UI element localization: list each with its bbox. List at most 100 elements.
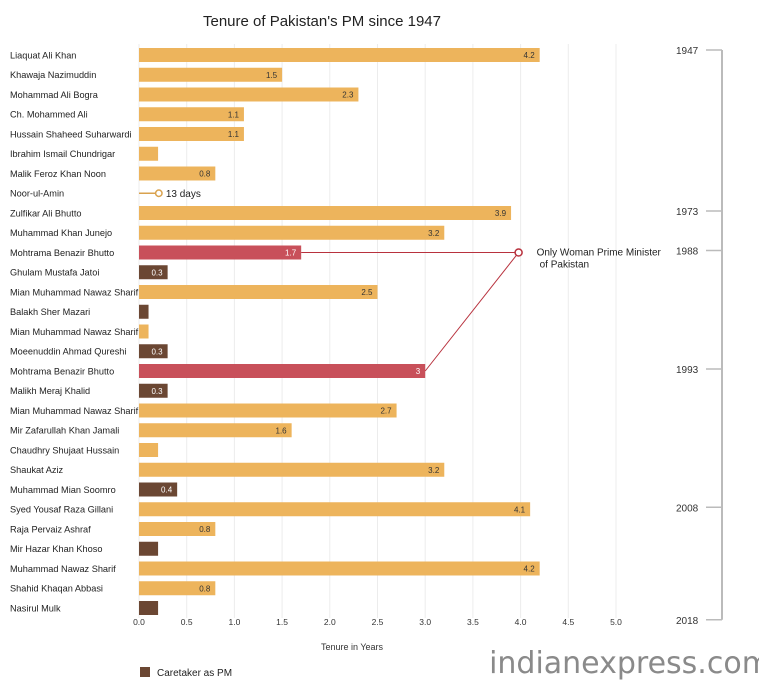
row-label: Shaukat Aziz (10, 465, 64, 475)
row-label: Ch. Mohammed Ali (10, 110, 88, 120)
x-tick-label: 1.5 (276, 617, 288, 627)
bar-regular (139, 324, 149, 339)
bar-regular (139, 285, 378, 299)
bar-woman (139, 245, 302, 260)
annotation-line-1: Only Woman Prime Minister (537, 248, 662, 259)
bar-regular (139, 127, 244, 141)
row-label: Mir Hazar Khan Khoso (10, 544, 102, 554)
x-tick-label: 3.0 (419, 617, 431, 627)
bar-regular (139, 502, 531, 517)
timeline-year: 2018 (676, 616, 699, 627)
bar-value-label: 4.2 (524, 51, 536, 60)
x-tick-label: 1.0 (228, 617, 240, 627)
x-tick-label: 2.0 (324, 617, 336, 627)
timeline-year: 1993 (676, 365, 699, 376)
bar-regular (139, 423, 292, 438)
bar-caretaker (139, 304, 149, 319)
bar-regular (139, 87, 359, 102)
bar-regular (139, 581, 216, 596)
annotation-connector (301, 252, 520, 372)
chart-title: Tenure of Pakistan's PM since 1947 (203, 13, 441, 30)
row-label: Mian Muhammad Nawaz Sharif (10, 287, 139, 297)
bar-value-label: 0.8 (199, 170, 211, 179)
row-label: Mohtrama Benazir Bhutto (10, 248, 114, 258)
bar-value-label: 0.3 (151, 347, 163, 356)
x-tick-label: 4.5 (562, 617, 574, 627)
timeline-year: 1947 (676, 46, 699, 57)
bar-woman (139, 364, 426, 378)
bar-caretaker (139, 601, 159, 615)
bar-value-label: 13 days (166, 189, 201, 200)
bar-regular (139, 206, 512, 220)
annotation-marker (514, 248, 523, 257)
bar-value-label: 1.1 (228, 110, 240, 119)
row-label: Mohammad Ali Bogra (10, 90, 99, 100)
row-labels: Liaquat Ali Khan Khawaja Nazimuddin Mohamm… (10, 50, 139, 613)
bar-value-label: 2.7 (380, 407, 392, 416)
row-label: Syed Yousaf Raza Gillani (10, 505, 113, 515)
bar-value-label: 4.1 (514, 505, 526, 514)
annotation: Only Woman Prime Minister of Pakistan (301, 248, 662, 372)
x-tick-label: 5.0 (610, 617, 622, 627)
annotation-line-2: of Pakistan (540, 260, 589, 271)
bar-regular (139, 462, 445, 477)
row-label: Mian Muhammad Nawaz Sharif (10, 406, 139, 416)
row-label: Liaquat Ali Khan (10, 50, 76, 60)
row-label: Noor-ul-Amin (10, 189, 64, 199)
x-tick-label: 0.5 (181, 617, 193, 627)
bar-value-label: 0.3 (151, 268, 163, 277)
bar-value-label: 1.5 (266, 71, 278, 80)
x-tick-label: 2.5 (372, 617, 384, 627)
bar-value-label: 0.3 (151, 387, 163, 396)
row-label: Hussain Shaheed Suharwardi (10, 129, 132, 139)
year-timeline: 1947 1973 1988 1993 2008 2018 (676, 46, 723, 627)
bar-caretaker (139, 541, 159, 556)
x-axis-ticks: 0.0 0.5 1.0 1.5 2.0 2.5 3.0 3.5 4.0 4.5 5.0 (133, 617, 622, 627)
bar-value-label: 2.3 (342, 91, 354, 100)
row-label: Mian Muhammad Nawaz Sharif (10, 327, 139, 337)
timeline-year: 1988 (676, 247, 699, 258)
row-label: Khawaja Nazimuddin (10, 70, 96, 80)
bar-caretaker (139, 265, 168, 280)
bar-value-label: 3.2 (428, 466, 440, 475)
row-label: Ghulam Mustafa Jatoi (10, 268, 99, 278)
row-label: Moeenuddin Ahmad Qureshi (10, 347, 126, 357)
bar-regular (139, 166, 216, 181)
x-tick-label: 4.0 (515, 617, 527, 627)
row-label: Balakh Sher Mazari (10, 307, 90, 317)
row-label: Ibrahim Ismail Chundrigar (10, 149, 115, 159)
bar-caretaker (139, 482, 178, 497)
bar-value-label: 0.8 (199, 525, 211, 534)
bar-value-label: 1.7 (285, 249, 297, 258)
bar-value-label: 0.8 (199, 584, 211, 593)
value-labels: 4.2 1.5 2.3 1.1 1.1 0.8 13 days 3.9 3.2 1.7 0.3 2.5… (151, 51, 535, 593)
row-label: Raja Pervaiz Ashraf (10, 524, 91, 534)
bar-caretaker (139, 383, 168, 398)
x-axis-title: Tenure in Years (321, 642, 384, 652)
bar-value-label: 4.2 (524, 565, 536, 574)
bar-regular (139, 443, 159, 457)
bar-value-label: 3.9 (495, 209, 507, 218)
bar-regular (139, 522, 216, 536)
legend-swatch-caretaker (140, 667, 150, 677)
timeline-year: 1973 (676, 207, 699, 218)
timeline-year: 2008 (676, 503, 699, 514)
row-label: Mohtrama Benazir Bhutto (10, 366, 114, 376)
row-label: Malikh Meraj Khalid (10, 386, 90, 396)
bars-group (139, 48, 540, 615)
bar-value-label: 0.4 (161, 486, 173, 495)
bar-value-label: 3 (416, 367, 421, 376)
row-label: Malik Feroz Khan Noon (10, 169, 106, 179)
row-label: Nasirul Mulk (10, 603, 61, 613)
bar-regular (139, 225, 445, 240)
bar-value-label: 1.6 (276, 426, 288, 435)
bar-value-label: 2.5 (361, 288, 373, 297)
row-label: Muhammad Mian Soomro (10, 485, 116, 495)
bar-regular (139, 403, 397, 418)
bar-value-label: 3.2 (428, 229, 440, 238)
legend: Caretaker as PM (140, 667, 232, 679)
bar-regular (139, 146, 159, 161)
watermark-text: indianexpress.com (489, 646, 759, 681)
row-label: Mir Zafarullah Khan Jamali (10, 426, 119, 436)
bar-value-label: 1.1 (228, 130, 240, 139)
